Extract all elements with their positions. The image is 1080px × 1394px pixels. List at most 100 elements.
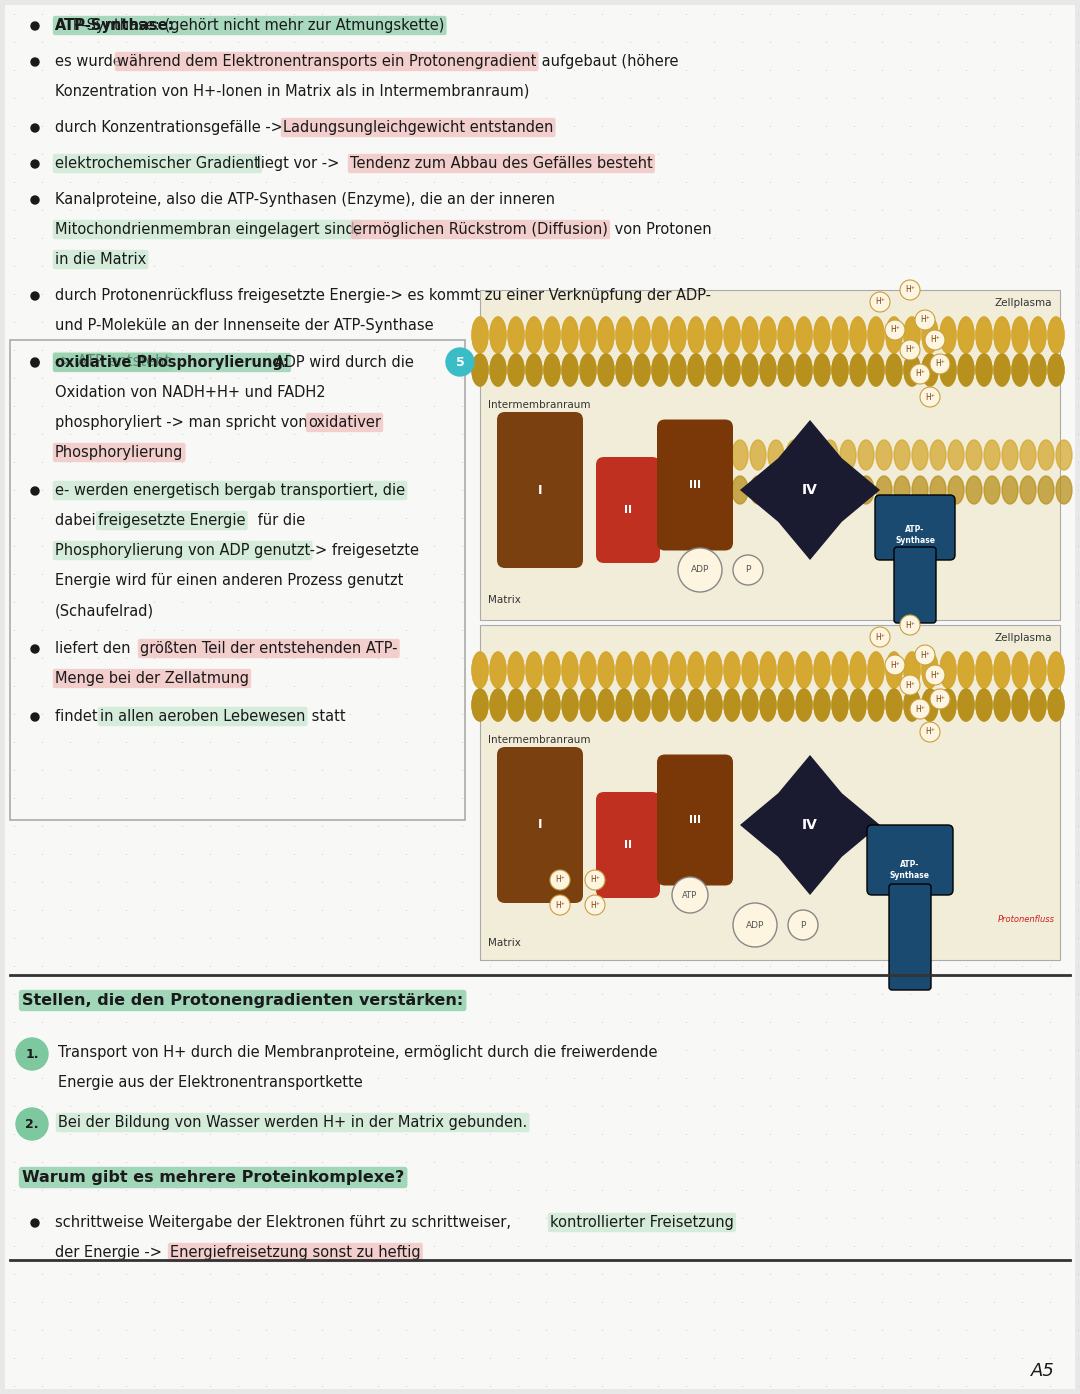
Circle shape (910, 698, 930, 719)
Ellipse shape (1030, 652, 1047, 689)
Ellipse shape (598, 689, 615, 721)
Ellipse shape (562, 652, 578, 689)
Ellipse shape (912, 441, 928, 470)
Circle shape (900, 340, 920, 360)
Text: II: II (624, 841, 632, 850)
Ellipse shape (688, 316, 704, 353)
Text: während dem Elektronentransports ein Protonengradient: während dem Elektronentransports ein Pro… (117, 54, 537, 68)
Ellipse shape (1012, 689, 1028, 721)
Ellipse shape (1038, 441, 1054, 470)
Ellipse shape (850, 354, 866, 386)
Text: von Protonen: von Protonen (610, 222, 712, 237)
Text: H⁺: H⁺ (920, 315, 930, 325)
Text: H⁺: H⁺ (875, 297, 885, 307)
Ellipse shape (940, 316, 956, 353)
Ellipse shape (778, 354, 794, 386)
Text: Warum gibt es mehrere Proteinkomplexe?: Warum gibt es mehrere Proteinkomplexe? (22, 1170, 404, 1185)
Ellipse shape (858, 475, 874, 505)
Ellipse shape (472, 316, 488, 353)
Text: ATP-Synthase:: ATP-Synthase: (55, 18, 175, 33)
Ellipse shape (732, 475, 748, 505)
Text: ATP-
Synthase: ATP- Synthase (890, 860, 930, 880)
Ellipse shape (868, 354, 885, 386)
Text: Zellplasma: Zellplasma (995, 633, 1052, 643)
Text: I: I (538, 484, 542, 496)
Text: H⁺: H⁺ (555, 901, 565, 909)
Text: A5: A5 (1031, 1362, 1055, 1380)
Text: H⁺: H⁺ (930, 336, 940, 344)
Ellipse shape (562, 689, 578, 721)
Circle shape (870, 291, 890, 312)
Ellipse shape (976, 652, 993, 689)
Ellipse shape (1048, 689, 1064, 721)
Ellipse shape (508, 689, 524, 721)
FancyBboxPatch shape (894, 546, 936, 623)
Circle shape (31, 360, 39, 367)
Ellipse shape (922, 689, 939, 721)
Ellipse shape (760, 689, 777, 721)
Ellipse shape (840, 441, 856, 470)
Text: Zellplasma: Zellplasma (995, 298, 1052, 308)
Ellipse shape (634, 316, 650, 353)
Text: 5: 5 (456, 355, 464, 368)
Ellipse shape (904, 652, 920, 689)
Ellipse shape (958, 652, 974, 689)
Ellipse shape (930, 441, 946, 470)
Ellipse shape (508, 316, 524, 353)
Ellipse shape (688, 652, 704, 689)
Circle shape (924, 665, 945, 684)
Ellipse shape (778, 316, 794, 353)
Ellipse shape (1012, 316, 1028, 353)
Ellipse shape (544, 689, 561, 721)
Circle shape (870, 627, 890, 647)
Text: ADP wird durch die: ADP wird durch die (270, 355, 414, 369)
Circle shape (885, 655, 905, 675)
Ellipse shape (958, 316, 974, 353)
Ellipse shape (886, 652, 902, 689)
Text: in die Matrix: in die Matrix (55, 252, 146, 268)
Ellipse shape (706, 316, 723, 353)
FancyBboxPatch shape (5, 6, 1075, 1388)
Text: H⁺: H⁺ (926, 393, 935, 401)
Text: Phosphorylierung: Phosphorylierung (55, 445, 184, 460)
Ellipse shape (598, 354, 615, 386)
Ellipse shape (814, 652, 831, 689)
Ellipse shape (976, 689, 993, 721)
Ellipse shape (490, 316, 507, 353)
Ellipse shape (616, 354, 632, 386)
Ellipse shape (580, 354, 596, 386)
Ellipse shape (778, 652, 794, 689)
Ellipse shape (832, 354, 848, 386)
Ellipse shape (1012, 354, 1028, 386)
Ellipse shape (850, 689, 866, 721)
Ellipse shape (786, 441, 802, 470)
Text: größten Teil der entstehenden ATP-: größten Teil der entstehenden ATP- (140, 641, 397, 657)
Text: freigesetzte Energie: freigesetzte Energie (98, 513, 245, 528)
Ellipse shape (966, 441, 982, 470)
Ellipse shape (876, 441, 892, 470)
Ellipse shape (706, 316, 723, 353)
Ellipse shape (652, 689, 669, 721)
Ellipse shape (1048, 354, 1064, 386)
Ellipse shape (796, 354, 812, 386)
Ellipse shape (544, 354, 561, 386)
Circle shape (900, 615, 920, 636)
Circle shape (31, 358, 39, 367)
Text: IV: IV (802, 482, 818, 498)
Text: H⁺: H⁺ (890, 661, 900, 669)
Ellipse shape (922, 652, 939, 689)
Ellipse shape (760, 354, 777, 386)
Circle shape (446, 348, 474, 376)
Ellipse shape (706, 652, 723, 689)
Text: Stellen, die den Protonengradienten verstärken:: Stellen, die den Protonengradienten vers… (22, 993, 463, 1008)
Circle shape (31, 291, 39, 300)
Ellipse shape (526, 652, 542, 689)
Ellipse shape (850, 652, 866, 689)
FancyBboxPatch shape (596, 792, 660, 898)
Ellipse shape (904, 316, 920, 353)
Ellipse shape (886, 316, 902, 353)
Ellipse shape (472, 354, 488, 386)
Ellipse shape (814, 354, 831, 386)
Ellipse shape (814, 689, 831, 721)
Text: H⁺: H⁺ (590, 875, 599, 885)
